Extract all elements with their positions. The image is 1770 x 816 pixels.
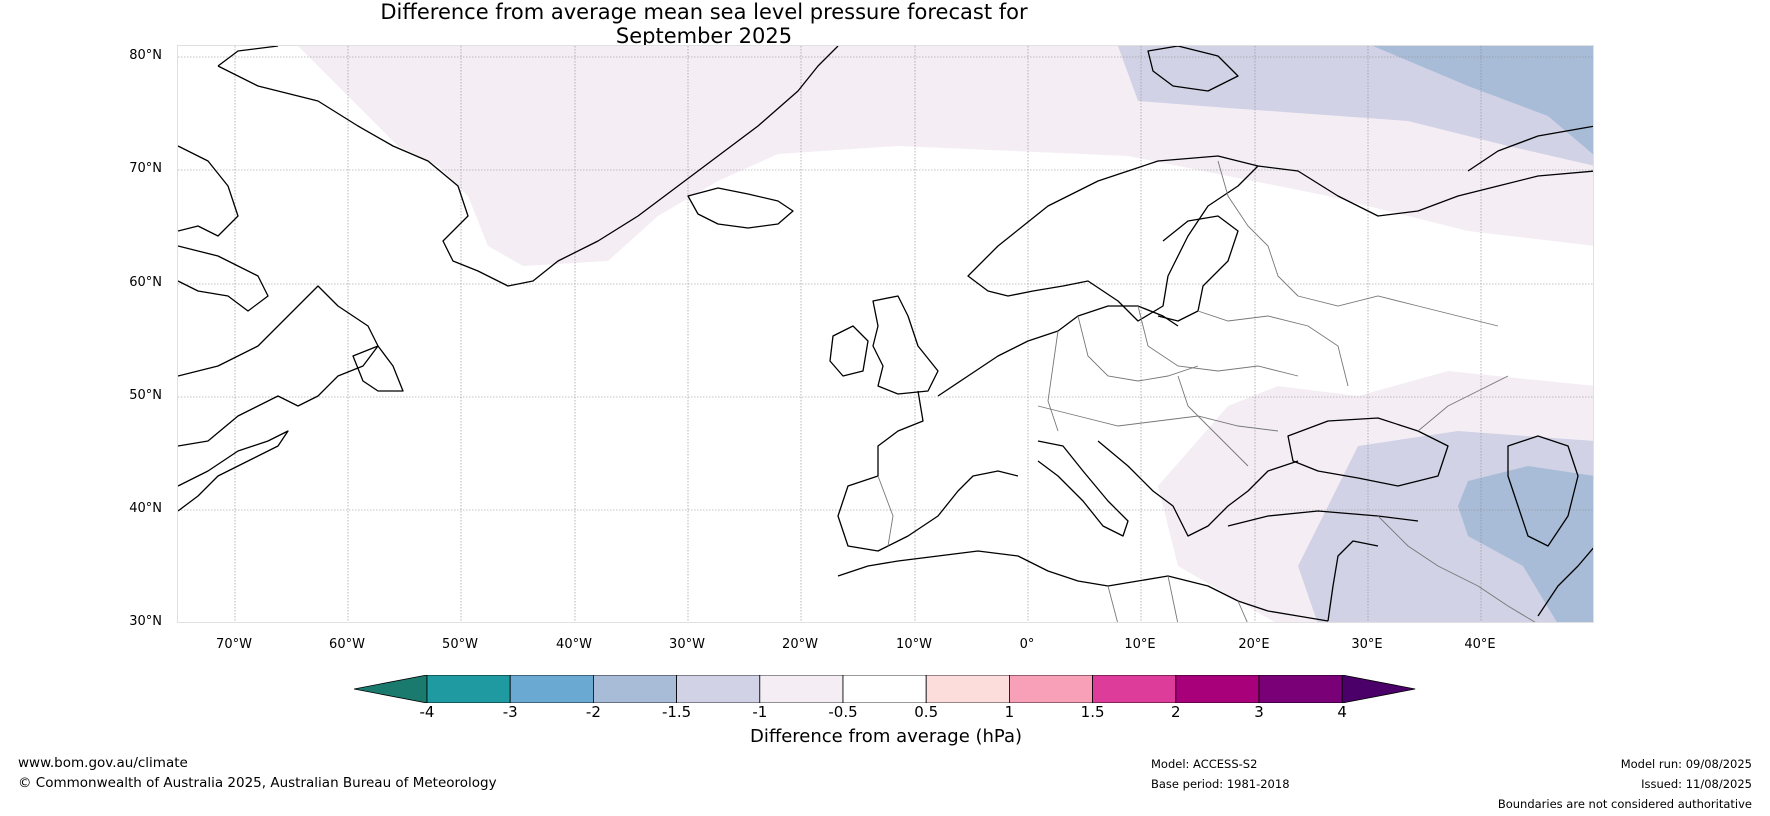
coast-europe-west	[937, 305, 1179, 397]
coast-black-sea	[1287, 417, 1449, 487]
lon-label-50w: 50°W	[442, 637, 478, 652]
footer-issued: Issued: 11/08/2025	[1641, 777, 1752, 791]
country-borders	[877, 160, 1536, 622]
coast-north-africa	[837, 550, 1329, 622]
lat-label-40n: 40°N	[129, 501, 162, 516]
lat-label-60n: 60°N	[129, 275, 162, 290]
footer-model: Model: ACCESS-S2	[1151, 757, 1258, 771]
lat-label-30n: 30°N	[129, 614, 162, 629]
pressure-anomaly-map	[177, 45, 1594, 623]
map-canvas	[178, 46, 1593, 622]
colorbar-tick-label: 3	[1254, 703, 1264, 721]
colorbar-cell	[676, 675, 761, 703]
lon-label-10e: 10°E	[1124, 637, 1156, 652]
colorbar-cell	[1092, 675, 1177, 703]
shading-arctic-deep	[1373, 46, 1593, 155]
lon-label-20e: 20°E	[1238, 637, 1270, 652]
colorbar	[354, 675, 1416, 703]
coast-levant	[1327, 540, 1379, 622]
colorbar-label: Difference from average (hPa)	[749, 726, 1023, 747]
colorbar-cell	[842, 675, 927, 703]
coast-mideast	[1537, 547, 1593, 617]
colorbar-tick-label: 0.5	[914, 703, 939, 721]
colorbar-cell	[592, 675, 677, 703]
lat-label-70n: 70°N	[129, 161, 162, 176]
colorbar-cell	[426, 675, 511, 703]
title-line-1: Difference from average mean sea level p…	[380, 0, 1028, 24]
coast-ireland	[829, 325, 869, 377]
lon-label-30w: 30°W	[669, 637, 705, 652]
footer-model-run: Model run: 09/08/2025	[1620, 757, 1752, 771]
lat-label-50n: 50°N	[129, 388, 162, 403]
colorbar-tick-label: 4	[1337, 703, 1347, 721]
footer-base-period: Base period: 1981-2018	[1151, 777, 1290, 791]
colorbar-cell	[1258, 675, 1343, 703]
colorbar-tick-label: -3	[502, 703, 518, 721]
colorbar-tick-label: -0.5	[828, 703, 858, 721]
coast-greenland	[217, 46, 839, 287]
lon-label-40w: 40°W	[556, 637, 592, 652]
anomaly-shading	[298, 46, 1593, 622]
coast-ellesmere	[178, 145, 239, 237]
lon-label-40e: 40°E	[1464, 637, 1496, 652]
coast-baltic	[1157, 215, 1239, 322]
coast-svalbard	[1147, 46, 1239, 92]
colorbar-cells	[354, 675, 1416, 703]
coast-balkans	[1097, 440, 1299, 537]
coast-turkey	[1227, 510, 1419, 527]
lon-label-20w: 20°W	[782, 637, 818, 652]
lat-label-80n: 80°N	[129, 48, 162, 63]
colorbar-cell	[925, 675, 1010, 703]
coast-scandinavia	[967, 155, 1259, 322]
colorbar-tick-label: 2	[1171, 703, 1181, 721]
coast-arctic-russia	[1257, 165, 1593, 217]
colorbar-tick-label: -4	[419, 703, 435, 721]
shading-east-deep	[1458, 466, 1593, 622]
title-line-2: September 2025	[615, 24, 793, 48]
coast-iceland	[687, 187, 794, 229]
coast-baffin	[178, 245, 269, 312]
coast-caspian	[1507, 435, 1579, 547]
colorbar-cell	[1009, 675, 1094, 703]
lon-label-30e: 30°E	[1351, 637, 1383, 652]
lon-label-60w: 60°W	[329, 637, 365, 652]
colorbar-cell	[1175, 675, 1260, 703]
coastlines	[178, 46, 1593, 622]
coast-britain	[872, 295, 939, 395]
colorbar-extend-low	[354, 675, 428, 703]
coast-newfoundland	[352, 345, 404, 392]
colorbar-tick-label: -1	[752, 703, 768, 721]
colorbar-tick-label: -1.5	[661, 703, 692, 721]
map-title: Difference from average mean sea level p…	[0, 0, 1408, 48]
coast-labrador	[178, 285, 379, 447]
coast-novascotia	[178, 430, 289, 512]
colorbar-tick-label: 1.5	[1080, 703, 1105, 721]
coast-italy	[1037, 440, 1129, 537]
footer-copyright: © Commonwealth of Australia 2025, Austra…	[18, 775, 497, 791]
coast-novaya-zemlya	[1467, 125, 1593, 172]
lon-label-10w: 10°W	[896, 637, 932, 652]
colorbar-tick-label: 1	[1004, 703, 1015, 721]
coast-greenland-north	[217, 46, 279, 67]
colorbar-extend-high	[1341, 675, 1416, 703]
lon-label-70w: 70°W	[216, 637, 252, 652]
footer-website[interactable]: www.bom.gov.au/climate	[18, 755, 188, 771]
colorbar-cell	[759, 675, 844, 703]
lon-label-0: 0°	[1019, 637, 1035, 652]
colorbar-tick-label: -2	[585, 703, 601, 721]
coast-france-iberia	[837, 390, 1019, 552]
footer-disclaimer: Boundaries are not considered authoritat…	[1497, 797, 1752, 811]
colorbar-cell	[509, 675, 594, 703]
